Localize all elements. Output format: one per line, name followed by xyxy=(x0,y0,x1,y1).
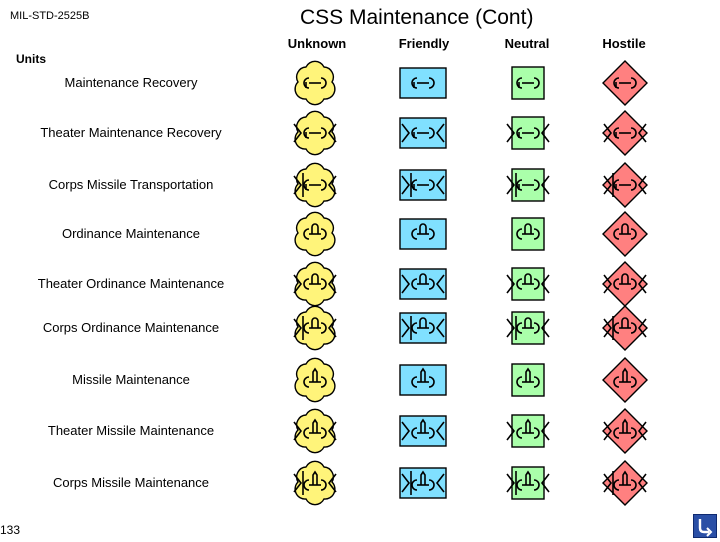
friendly-maintenance-recovery-symbol xyxy=(399,67,447,99)
friendly-missile-maintenance-symbol xyxy=(399,364,447,396)
unknown-ordinance-maintenance-symbol xyxy=(294,211,336,257)
unknown-theater-maintenance-recovery-symbol xyxy=(293,110,337,156)
column-header-unknown: Unknown xyxy=(287,36,347,51)
neutral-theater-maintenance-recovery-symbol xyxy=(506,116,550,150)
row-label-corps-ordinance-maintenance: Corps Ordinance Maintenance xyxy=(42,320,220,335)
friendly-corps-missile-transportation-symbol xyxy=(399,169,447,201)
hostile-maintenance-recovery-symbol xyxy=(602,60,648,106)
row-label-corps-missile-transportation: Corps Missile Transportation xyxy=(48,177,214,192)
row-label-ordinance-maintenance: Ordinance Maintenance xyxy=(61,226,201,241)
unknown-missile-maintenance-symbol xyxy=(294,357,336,403)
return-nav-button[interactable] xyxy=(693,514,717,538)
unknown-corps-missile-maintenance-symbol xyxy=(293,460,337,506)
neutral-theater-ordinance-maintenance-symbol xyxy=(506,267,550,301)
neutral-missile-maintenance-symbol xyxy=(511,363,545,397)
row-label-corps-missile-maintenance: Corps Missile Maintenance xyxy=(52,475,210,490)
neutral-corps-missile-transportation-symbol xyxy=(506,168,550,202)
friendly-theater-missile-maintenance-symbol xyxy=(399,415,447,447)
friendly-ordinance-maintenance-symbol xyxy=(399,218,447,250)
standard-label: MIL-STD-2525B xyxy=(10,10,90,22)
neutral-corps-ordinance-maintenance-symbol xyxy=(506,311,550,345)
hostile-corps-missile-maintenance-symbol xyxy=(602,460,648,506)
page-number: 133 xyxy=(0,523,21,537)
hostile-corps-missile-transportation-symbol xyxy=(602,162,648,208)
page-title: CSS Maintenance (Cont) xyxy=(300,6,534,29)
column-header-neutral: Neutral xyxy=(504,36,550,51)
return-arrow-icon xyxy=(698,519,713,537)
hostile-ordinance-maintenance-symbol xyxy=(602,211,648,257)
units-section-label: Units xyxy=(16,52,46,66)
row-label-theater-missile-maintenance: Theater Missile Maintenance xyxy=(47,423,215,438)
row-label-maintenance-recovery: Maintenance Recovery xyxy=(64,75,198,90)
column-header-hostile: Hostile xyxy=(602,36,646,51)
friendly-theater-ordinance-maintenance-symbol xyxy=(399,268,447,300)
unknown-maintenance-recovery-symbol xyxy=(294,60,336,106)
neutral-maintenance-recovery-symbol xyxy=(511,66,545,100)
hostile-theater-missile-maintenance-symbol xyxy=(602,408,648,454)
neutral-ordinance-maintenance-symbol xyxy=(511,217,545,251)
unknown-corps-ordinance-maintenance-symbol xyxy=(293,305,337,351)
hostile-theater-maintenance-recovery-symbol xyxy=(602,110,648,156)
neutral-theater-missile-maintenance-symbol xyxy=(506,414,550,448)
row-label-missile-maintenance: Missile Maintenance xyxy=(72,372,190,387)
friendly-theater-maintenance-recovery-symbol xyxy=(399,117,447,149)
hostile-corps-ordinance-maintenance-symbol xyxy=(602,305,648,351)
friendly-corps-ordinance-maintenance-symbol xyxy=(399,312,447,344)
column-header-friendly: Friendly xyxy=(398,36,450,51)
row-label-theater-maintenance-recovery: Theater Maintenance Recovery xyxy=(40,125,222,140)
friendly-corps-missile-maintenance-symbol xyxy=(399,467,447,499)
row-label-theater-ordinance-maintenance: Theater Ordinance Maintenance xyxy=(37,276,225,291)
unknown-theater-missile-maintenance-symbol xyxy=(293,408,337,454)
unknown-theater-ordinance-maintenance-symbol xyxy=(293,261,337,307)
neutral-corps-missile-maintenance-symbol xyxy=(506,466,550,500)
unknown-corps-missile-transportation-symbol xyxy=(293,162,337,208)
hostile-theater-ordinance-maintenance-symbol xyxy=(602,261,648,307)
hostile-missile-maintenance-symbol xyxy=(602,357,648,403)
